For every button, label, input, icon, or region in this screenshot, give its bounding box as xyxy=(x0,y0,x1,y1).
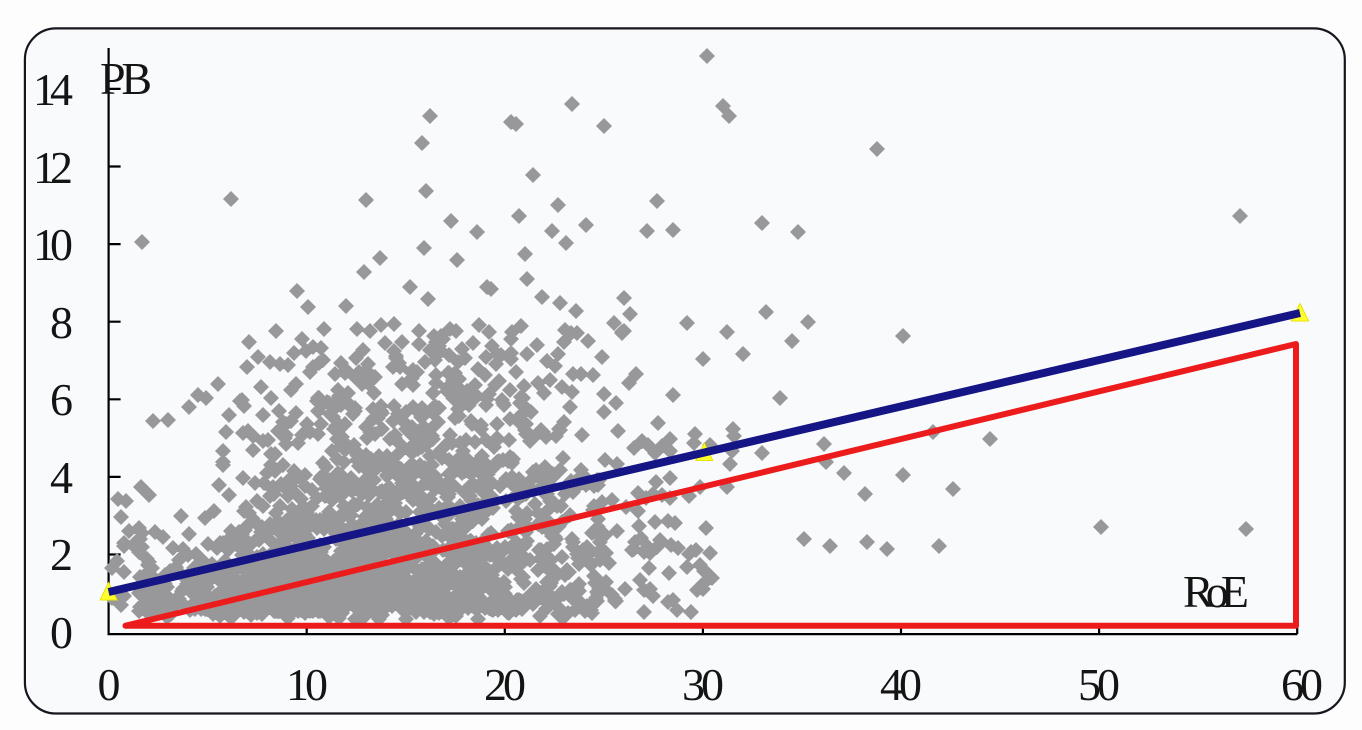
svg-text:12: 12 xyxy=(33,142,73,193)
svg-text:4: 4 xyxy=(50,452,73,503)
svg-text:0: 0 xyxy=(98,659,121,710)
svg-text:PB: PB xyxy=(100,53,152,104)
svg-text:20: 20 xyxy=(484,659,526,710)
svg-text:10: 10 xyxy=(33,219,73,270)
svg-text:14: 14 xyxy=(33,64,73,115)
svg-text:10: 10 xyxy=(286,659,328,710)
svg-text:2: 2 xyxy=(50,529,73,580)
svg-text:40: 40 xyxy=(880,659,922,710)
svg-text:60: 60 xyxy=(1281,659,1323,710)
svg-text:6: 6 xyxy=(50,374,73,425)
svg-text:8: 8 xyxy=(50,297,73,348)
svg-text:30: 30 xyxy=(682,659,724,710)
svg-text:RoE: RoE xyxy=(1183,566,1249,617)
svg-text:50: 50 xyxy=(1078,659,1120,710)
svg-text:0: 0 xyxy=(50,607,73,658)
